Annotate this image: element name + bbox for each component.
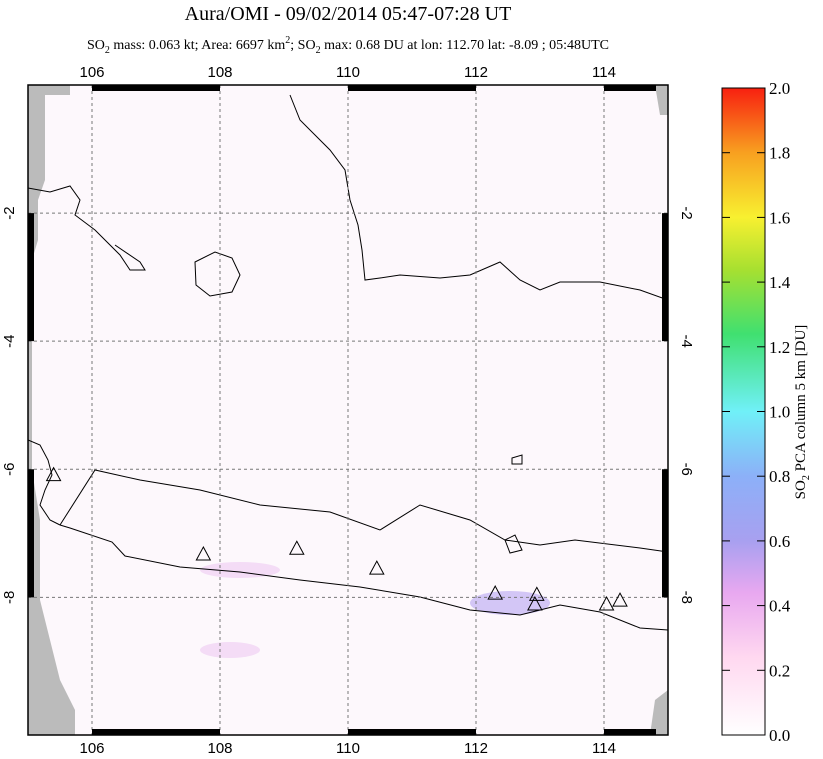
- colorbar-tick-label: 0.6: [769, 532, 790, 551]
- subtitle-part: max: 0.68 DU at lon: 112.70 lat: -8.09 ;…: [321, 38, 609, 53]
- volcano: [195, 545, 212, 561]
- y-tick-label: -6: [1, 463, 18, 476]
- so2-plume: [200, 642, 260, 658]
- subtitle-part: 2: [285, 35, 290, 46]
- y-tick-label: -8: [678, 591, 695, 604]
- colorbar-tick-label: 0.8: [769, 467, 790, 486]
- volcano: [527, 595, 543, 611]
- coastlines: [28, 94, 668, 631]
- colorbar-tick-label: 1.2: [769, 338, 790, 357]
- x-tick-label: 112: [464, 740, 488, 757]
- title: Aura/OMI - 09/02/2014 05:47-07:28 UT: [185, 3, 512, 25]
- volcano: [612, 592, 628, 607]
- x-tick-label: 110: [336, 740, 360, 757]
- colorbar-label-part: PCA column 5 km [DU]: [793, 325, 809, 475]
- colorbar-tick-label: 1.4: [769, 273, 791, 292]
- subtitle: SO2 mass: 0.063 kt; Area: 6697 km2; SO2 …: [87, 35, 609, 56]
- x-tick-label: 108: [207, 64, 232, 81]
- volcano: [598, 595, 615, 611]
- colorbar-tick-label: 1.8: [769, 144, 790, 163]
- x-tick-label: 108: [207, 740, 232, 757]
- volcano: [45, 466, 62, 482]
- y-tick-label: -2: [1, 206, 18, 219]
- colorbar-label-part: 2: [801, 475, 812, 480]
- x-tick-label: 110: [336, 64, 360, 81]
- y-tick-label: -2: [678, 206, 695, 219]
- no-data: [28, 85, 75, 735]
- colorbar-tick-label: 2.0: [769, 79, 790, 98]
- colorbar-label: SO2 PCA column 5 km [DU]: [793, 325, 812, 500]
- colorbar-tick-label: 1.6: [769, 208, 790, 227]
- x-tick-label: 114: [592, 740, 616, 757]
- subtitle-part: mass: 0.063 kt; Area: 6697 km: [110, 38, 285, 53]
- grid: [28, 85, 668, 735]
- y-tick-label: -4: [1, 334, 18, 347]
- colorbar-label-part: SO: [793, 480, 809, 499]
- x-tick-label: 106: [79, 740, 104, 757]
- x-tick-label: 106: [79, 64, 104, 81]
- x-tick-label: 112: [464, 64, 488, 81]
- colorbar-tick-label: 0.0: [769, 726, 790, 745]
- subtitle-part: 2: [105, 45, 110, 56]
- colorbar-tick-label: 1.0: [769, 403, 790, 422]
- subtitle-part: SO: [87, 38, 105, 53]
- subtitle-part: 2: [316, 45, 321, 56]
- colorbar-tick-label: 0.4: [769, 597, 791, 616]
- volcano: [487, 585, 504, 600]
- volcano: [288, 540, 305, 555]
- volcano: [368, 560, 385, 575]
- x-tick-label: 114: [592, 64, 616, 81]
- y-tick-label: -8: [1, 591, 18, 604]
- y-tick-label: -6: [678, 463, 695, 476]
- colorbar-tick-label: 0.2: [769, 661, 790, 680]
- y-tick-label: -4: [678, 334, 695, 347]
- subtitle-part: ; SO: [290, 38, 315, 53]
